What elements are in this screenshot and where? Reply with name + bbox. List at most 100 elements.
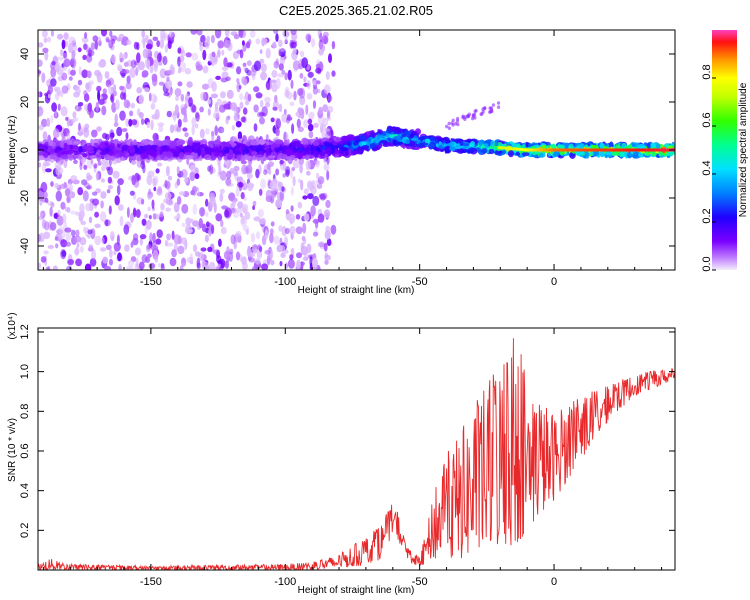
heatmap-cell [181,94,185,102]
heatmap-cell [41,182,48,193]
heatmap-cell [41,73,45,83]
heatmap-cell [60,184,67,189]
heatmap-cell [192,125,195,135]
heatmap-cell [289,214,296,224]
heatmap-cell [271,70,277,78]
heatmap-cell [239,102,243,109]
heatmap-cell [120,216,124,226]
heatmap-cell [101,28,107,37]
heatmap-cell [192,105,197,113]
heatmap-cell [251,151,257,155]
heatmap-cell [274,236,280,245]
heatmap-cell [298,127,304,132]
heatmap-cell [302,236,306,241]
heatmap-cell [44,51,48,61]
heatmap-cell [172,231,175,240]
heatmap-cell [100,201,104,209]
heatmap-cell [94,236,101,246]
heatmap-cell [467,115,470,119]
heatmap-cell [256,38,261,44]
heatmap-cell [134,42,138,50]
heatmap-cell [131,241,134,247]
heatmap-cell [177,196,181,205]
heatmap-cell [111,54,116,63]
heatmap-cell [186,52,192,57]
heatmap-cell [185,217,191,226]
heatmap-cell [113,171,120,179]
heatmap-cell [114,242,121,251]
heatmap-cell [126,40,131,45]
heatmap-cell [131,103,135,109]
heatmap-cell [237,154,241,161]
heatmap-cell [87,229,92,234]
heatmap-cell [202,50,206,60]
heatmap-cell [313,87,318,95]
heatmap-cell [140,234,147,239]
heatmap-cell [445,125,448,129]
heatmap-cell [221,50,224,56]
colorbar-tick-label: 0.4 [701,160,713,175]
heatmap-cell [292,141,300,148]
heatmap-cell [142,254,148,263]
heatmap-cell [305,105,308,115]
heatmap-cell [325,252,328,258]
heatmap-cell [206,221,210,227]
heatmap-cell [45,198,49,203]
heatmap-cell [65,117,68,121]
heatmap-cell [471,117,474,121]
heatmap-cell [55,165,60,176]
heatmap-cell [132,142,139,145]
heatmap-cell [108,150,113,156]
heatmap-cell [322,104,328,112]
heatmap-cell [293,91,296,101]
heatmap-cell [300,180,303,191]
heatmap-cell [293,47,297,55]
heatmap-cell [78,154,81,158]
heatmap-cell [223,57,227,67]
heatmap-cell [38,144,44,151]
heatmap-cell [149,263,156,269]
heatmap-cell [284,73,287,81]
heatmap-cell [100,211,106,222]
heatmap-cell [318,176,324,184]
heatmap-cell [271,83,277,92]
heatmap-cell [153,213,157,220]
y-tick-label: 0.4 [19,483,31,498]
heatmap-cell [275,199,282,208]
heatmap-cell [101,178,105,182]
colorbar-gradient [712,30,737,270]
heatmap-cell [556,145,562,149]
heatmap-cell [248,182,251,186]
heatmap-cell [306,244,311,254]
heatmap-cell [260,49,263,54]
heatmap-cell [236,66,241,74]
heatmap-cell [130,213,134,223]
heatmap-cell [77,187,83,195]
heatmap-cell [319,33,322,43]
heatmap-cell [186,155,194,159]
heatmap-cell [261,263,268,270]
heatmap-cell [50,181,54,187]
heatmap-cell [75,230,79,238]
heatmap-cell [152,176,159,185]
heatmap-cell [67,207,71,213]
heatmap-cell [211,94,218,99]
heatmap-cell [174,243,178,251]
heatmap-cell [75,259,82,267]
heatmap-cell [226,171,231,179]
heatmap-cell [224,251,230,260]
heatmap-cell [268,170,271,175]
heatmap-cell [80,221,86,225]
heatmap-cell [95,40,98,50]
heatmap-cell [141,30,145,38]
heatmap-cell [97,71,100,78]
heatmap-cell [601,153,605,156]
heatmap-cell [205,128,210,134]
heatmap-cell [508,150,514,157]
heatmap-cell [464,115,467,119]
heatmap-cell [125,152,129,156]
heatmap-cell [448,126,451,130]
spectrogram-y-axis-label: Frequency (Hz) [7,116,18,185]
heatmap-cell [48,139,52,146]
heatmap-cell [79,66,82,75]
